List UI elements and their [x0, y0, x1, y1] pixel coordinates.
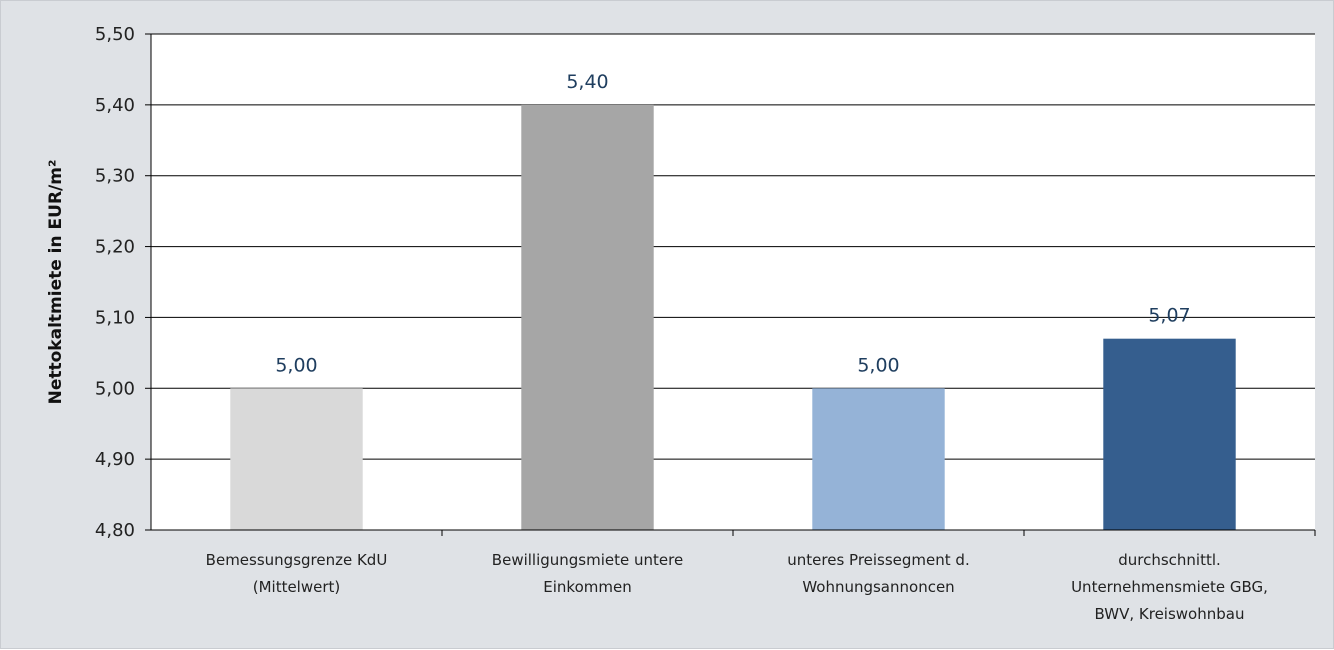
bar — [812, 388, 945, 530]
y-tick-label: 5,20 — [95, 237, 135, 258]
y-tick-label: 4,90 — [95, 449, 135, 470]
data-label: 5,00 — [275, 354, 317, 376]
x-category-label: durchschnittl. Unternehmensmiete GBG, BWV,… — [1071, 551, 1268, 623]
y-tick-label: 5,10 — [95, 307, 135, 328]
data-label: 5,07 — [1148, 305, 1190, 327]
x-category-label: unteres Preissegment d. Wohnungsannoncen — [787, 551, 969, 596]
y-tick-label: 5,30 — [95, 166, 135, 187]
data-label: 5,40 — [566, 71, 608, 93]
bar — [521, 104, 654, 530]
y-tick-label: 4,80 — [95, 520, 135, 541]
y-tick-label: 5,40 — [95, 95, 135, 116]
y-axis-title: Nettokaltmiete in EUR/m² — [46, 160, 66, 405]
data-label: 5,00 — [857, 354, 899, 376]
bar — [230, 388, 363, 530]
x-category-label: Bemessungsgrenze KdU (Mittelwert) — [206, 551, 388, 596]
y-tick-label: 5,50 — [95, 24, 135, 45]
bar — [1103, 338, 1236, 530]
y-tick-label: 5,00 — [95, 378, 135, 399]
x-category-label: Bewilligungsmiete untere Einkommen — [492, 551, 683, 596]
